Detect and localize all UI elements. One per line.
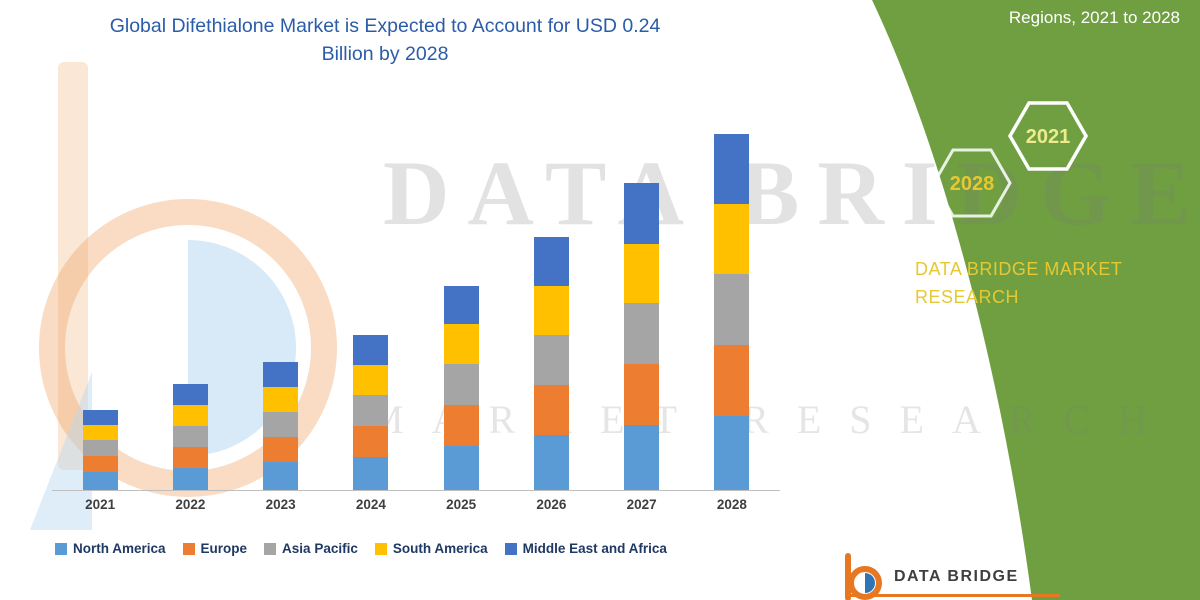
segment-south-america: [714, 204, 750, 274]
segment-asia-pacific: [82, 440, 118, 456]
footer-logo-text: DATA BRIDGE: [894, 568, 1019, 585]
x-tick-label-2022: 2022: [175, 497, 206, 512]
segment-south-america: [353, 365, 389, 395]
segment-europe: [82, 456, 118, 472]
x-tick-label-2023: 2023: [265, 497, 296, 512]
stacked-bar-2028: [714, 134, 750, 490]
legend-swatch: [374, 542, 387, 555]
segment-south-america: [82, 425, 118, 440]
segment-asia-pacific: [624, 303, 660, 364]
stacked-bar-2023: [263, 362, 299, 490]
segment-north-america: [353, 457, 389, 490]
hexagon-2021: [1007, 101, 1089, 171]
hexagon-2021-label: 2021: [1026, 126, 1071, 148]
hexagon-2028-label: 2028: [950, 173, 995, 195]
segment-europe: [624, 364, 660, 425]
stacked-bar-2021: [82, 410, 118, 490]
legend-swatch: [504, 542, 517, 555]
chart-title-line2: Billion by 2028: [321, 43, 449, 65]
segment-middle-east-and-africa: [714, 134, 750, 204]
legend-label: South America: [392, 541, 488, 556]
segment-south-america: [443, 324, 479, 364]
bar-column-2024: [326, 120, 416, 490]
x-tick-label-2026: 2026: [536, 497, 567, 512]
segment-north-america: [533, 435, 569, 490]
segment-north-america: [624, 425, 660, 490]
x-axis-line: [52, 490, 780, 491]
legend-swatch: [55, 542, 67, 555]
segment-asia-pacific: [714, 274, 750, 345]
segment-north-america: [714, 416, 750, 490]
bar-column-2021: [55, 120, 145, 490]
legend-item-asia-pacific: Asia Pacific: [264, 541, 358, 556]
segment-south-america: [624, 244, 660, 303]
segment-asia-pacific: [443, 364, 479, 405]
hexagon-2028: [932, 148, 1012, 218]
legend-label: Asia Pacific: [282, 541, 358, 556]
legend-item-middle-east-and-africa: Middle East and Africa: [504, 541, 667, 556]
footer-logo: DATA BRIDGE: [838, 553, 1019, 600]
x-tick-label-2025: 2025: [446, 497, 477, 512]
legend-item-south-america: South America: [374, 541, 488, 556]
stacked-bar-2025: [443, 286, 479, 490]
segment-middle-east-and-africa: [533, 237, 569, 286]
panel-brand: DATA BRIDGE MARKET RESEARCH: [915, 255, 1122, 311]
panel-brand-line2: RESEARCH: [915, 287, 1020, 307]
segment-middle-east-and-africa: [443, 286, 479, 324]
segment-middle-east-and-africa: [172, 384, 208, 405]
stacked-bar-2022: [172, 384, 208, 490]
bar-column-2023: [236, 120, 326, 490]
segment-europe: [443, 405, 479, 446]
segment-asia-pacific: [172, 426, 208, 447]
bar-column-2025: [416, 120, 506, 490]
x-tick-label-2021: 2021: [85, 497, 116, 512]
segment-south-america: [172, 405, 208, 426]
segment-north-america: [82, 472, 118, 490]
stacked-bar-2026: [533, 237, 569, 490]
footer-logo-underline: [845, 594, 1060, 597]
legend-label: North America: [73, 541, 166, 556]
segment-middle-east-and-africa: [263, 362, 299, 387]
x-tick-label-2024: 2024: [355, 497, 386, 512]
segment-south-america: [533, 286, 569, 335]
segment-north-america: [443, 446, 479, 490]
bar-column-2026: [506, 120, 596, 490]
segment-middle-east-and-africa: [353, 335, 389, 365]
segment-europe: [172, 447, 208, 468]
legend-swatch: [264, 542, 277, 555]
bar-column-2028: [687, 120, 777, 490]
segment-south-america: [263, 387, 299, 412]
x-tick-label-2027: 2027: [626, 497, 657, 512]
stacked-bar-2027: [624, 183, 660, 490]
panel-caption: Regions, 2021 to 2028: [1008, 8, 1180, 27]
bar-column-2022: [145, 120, 235, 490]
stacked-bar-2024: [353, 335, 389, 490]
legend: North America Europe Asia Pacific South Ame…: [55, 541, 795, 556]
segment-europe: [533, 385, 569, 435]
segment-asia-pacific: [263, 412, 299, 437]
panel-brand-line1: DATA BRIDGE MARKET: [915, 259, 1123, 279]
legend-label: Europe: [200, 541, 248, 556]
segment-middle-east-and-africa: [624, 183, 660, 244]
legend-item-north-america: North America: [55, 541, 166, 556]
footer-b-logo-icon: [845, 553, 882, 600]
legend-swatch: [182, 542, 195, 555]
bar-column-2027: [597, 120, 687, 490]
segment-europe: [714, 345, 750, 416]
chart-title: Global Difethialone Market is Expected t…: [20, 12, 750, 68]
segment-asia-pacific: [533, 335, 569, 385]
bars-row: [55, 120, 777, 490]
legend-label: Middle East and Africa: [522, 541, 667, 556]
segment-north-america: [172, 468, 208, 490]
x-tick-label-2028: 2028: [716, 497, 747, 512]
segment-north-america: [263, 462, 299, 490]
legend-item-europe: Europe: [182, 541, 248, 556]
x-labels-row: 2021 2022 2023 2024 2025 2026 2027 2028: [55, 497, 777, 512]
segment-europe: [263, 437, 299, 462]
chart-title-line1: Global Difethialone Market is Expected t…: [109, 15, 661, 37]
segment-asia-pacific: [353, 395, 389, 426]
segment-middle-east-and-africa: [82, 410, 118, 425]
segment-europe: [353, 426, 389, 457]
